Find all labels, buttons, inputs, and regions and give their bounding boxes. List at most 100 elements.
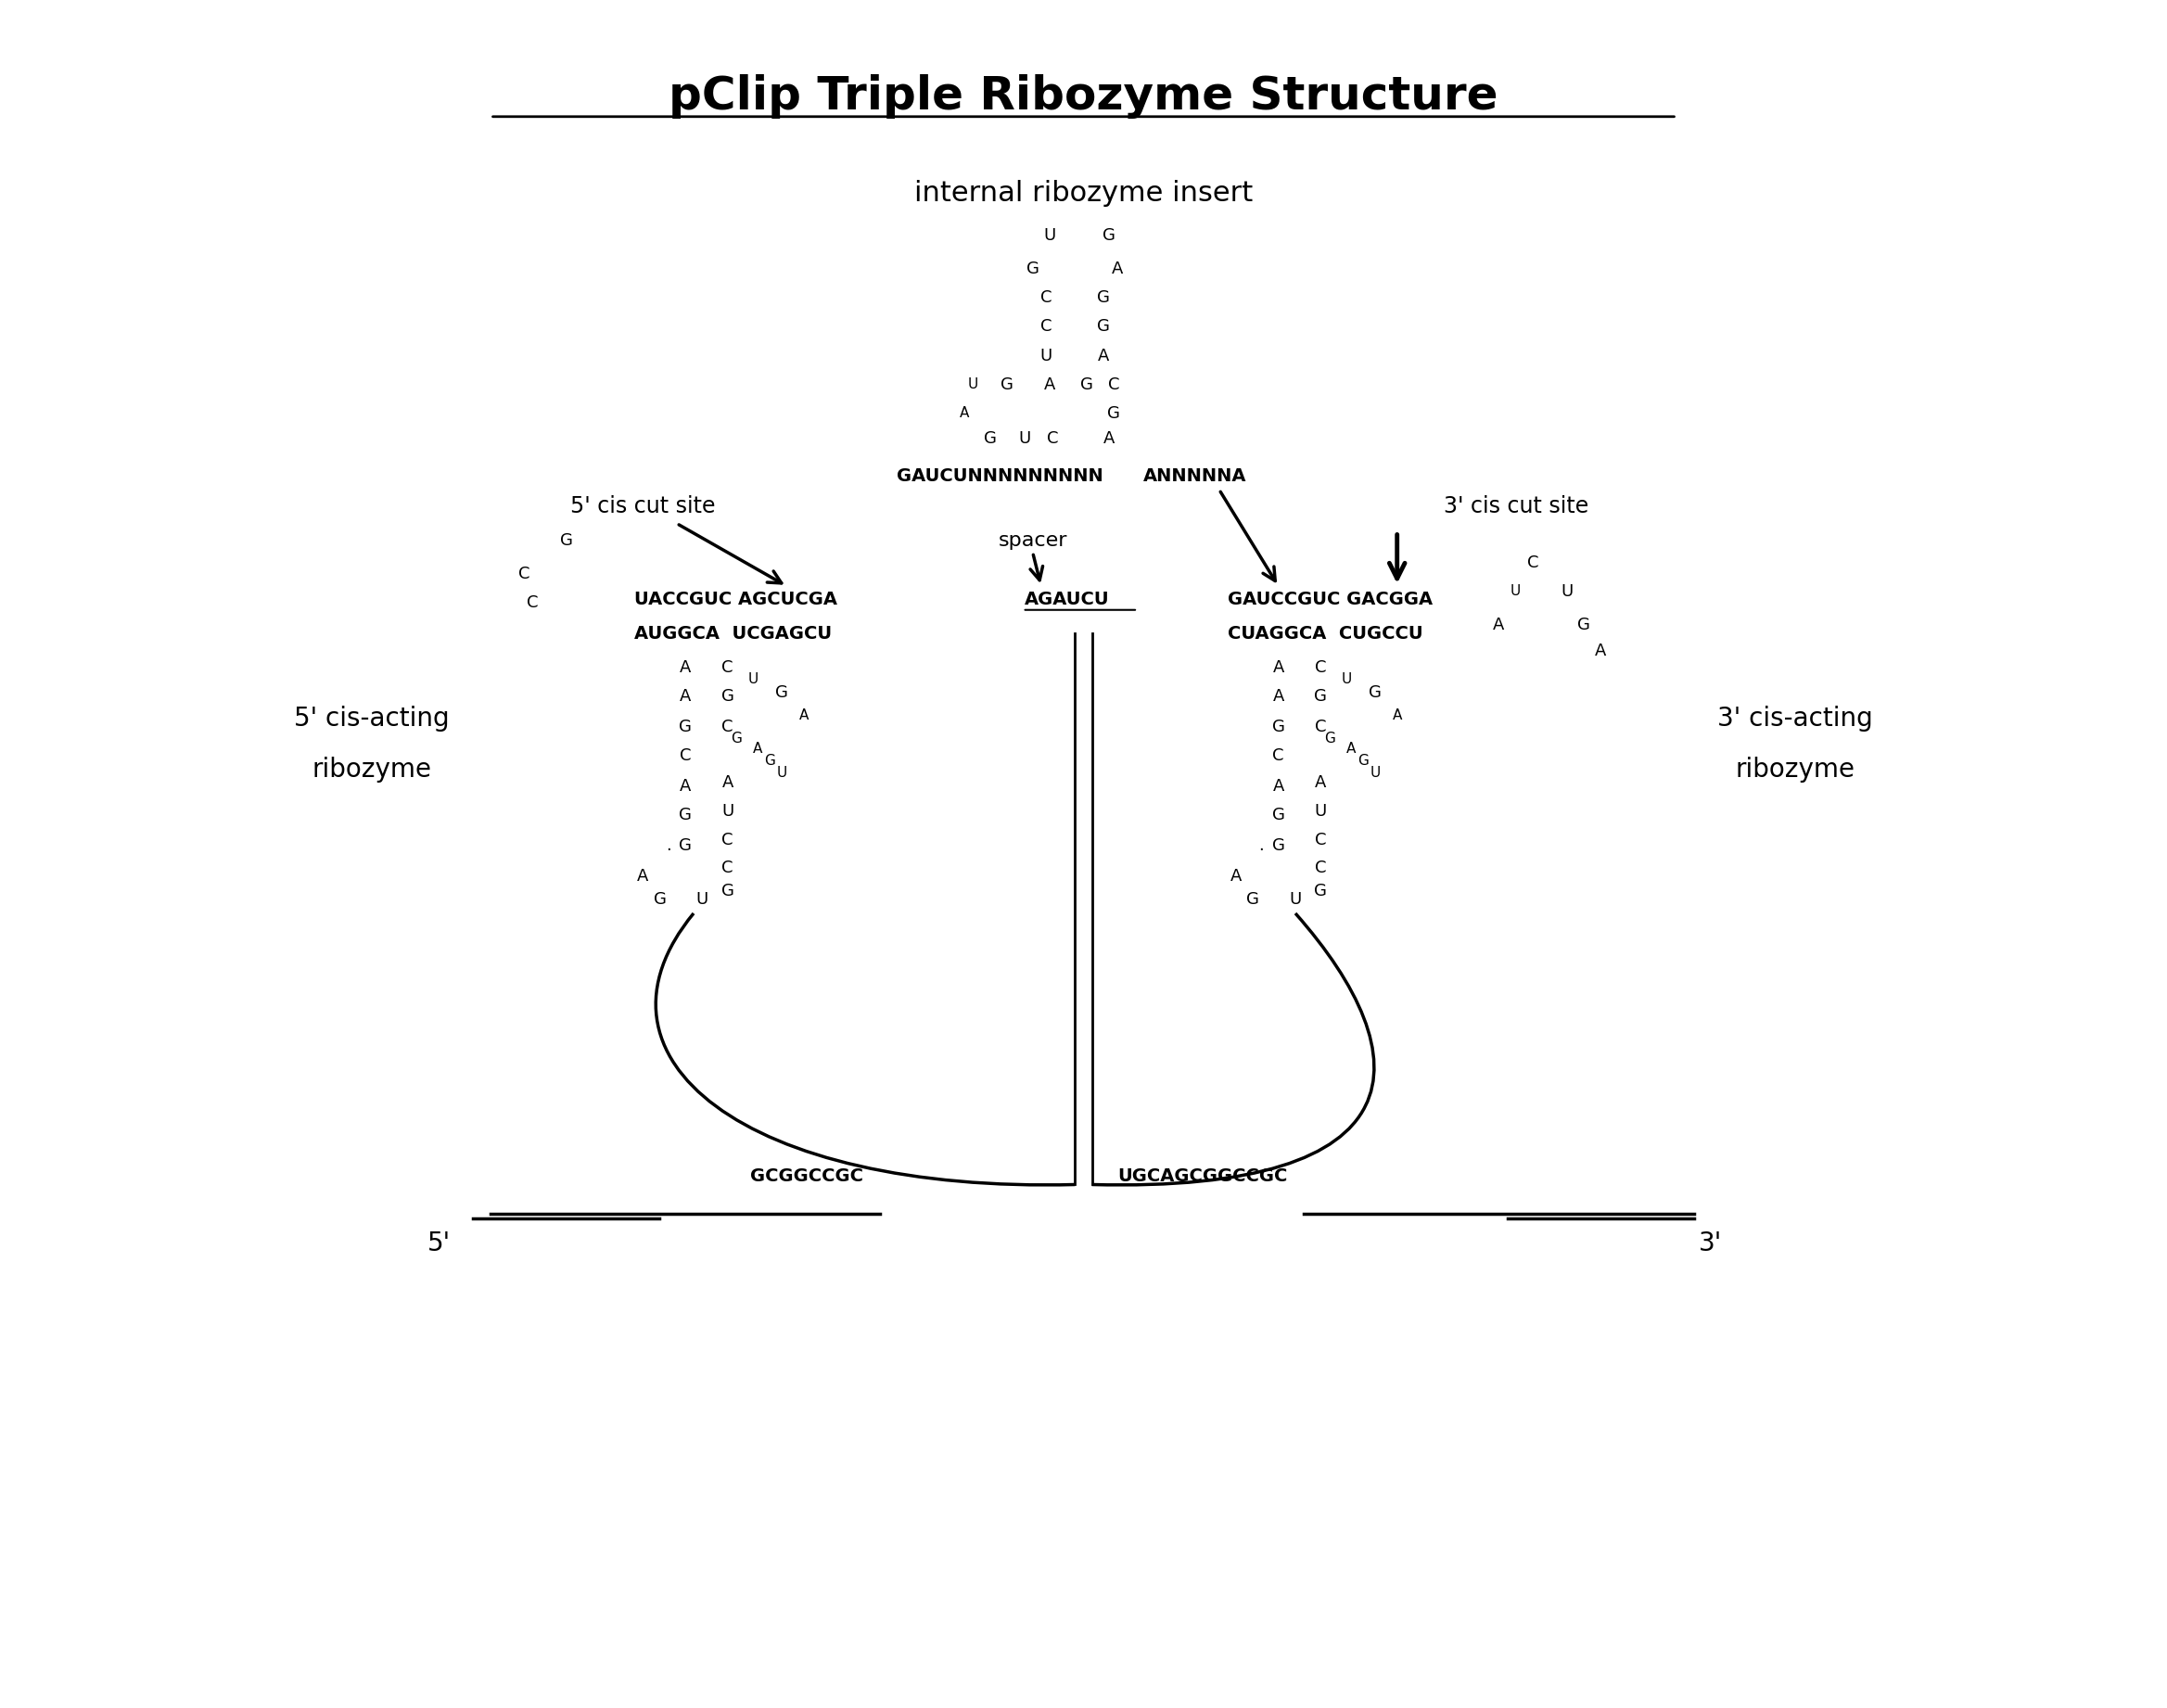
Text: GAUCUNNNNNNNNN: GAUCUNNNNNNNNN: [897, 468, 1103, 485]
Text: A: A: [722, 774, 732, 791]
Text: C: C: [722, 719, 732, 734]
Text: A: A: [1272, 777, 1285, 794]
Text: A: A: [1103, 430, 1114, 447]
Text: U: U: [1289, 892, 1302, 909]
Text: U: U: [1370, 765, 1380, 779]
Text: U: U: [1044, 227, 1055, 244]
Text: spacer: spacer: [999, 531, 1066, 550]
Text: A: A: [1231, 868, 1242, 885]
Text: GAUCCGUC GACGGA: GAUCCGUC GACGGA: [1227, 591, 1432, 608]
Text: A: A: [637, 868, 648, 885]
Text: C: C: [1040, 318, 1051, 335]
Text: C: C: [722, 859, 732, 876]
Text: G: G: [1246, 892, 1259, 909]
Text: C: C: [1272, 748, 1285, 763]
Text: C: C: [1315, 719, 1326, 734]
Text: C: C: [527, 594, 537, 611]
Text: .: .: [665, 837, 672, 854]
Text: AGAUCU: AGAUCU: [1025, 591, 1110, 608]
Text: G: G: [1272, 806, 1285, 823]
Text: GCGGCCGC: GCGGCCGC: [750, 1167, 862, 1185]
Text: ANNNNNA: ANNNNNA: [1142, 468, 1246, 485]
Text: internal ribozyme insert: internal ribozyme insert: [914, 179, 1253, 207]
Text: A: A: [680, 688, 691, 705]
Text: G: G: [1001, 376, 1014, 393]
Text: 3': 3': [1699, 1231, 1723, 1257]
Text: C: C: [722, 832, 732, 849]
Text: C: C: [1040, 290, 1051, 306]
Text: U: U: [776, 765, 787, 779]
Text: G: G: [1315, 688, 1326, 705]
Text: A: A: [1493, 617, 1504, 634]
Text: A: A: [800, 709, 808, 722]
Text: G: G: [1315, 883, 1326, 900]
Text: U: U: [969, 377, 979, 391]
Text: A: A: [680, 659, 691, 676]
Text: C: C: [678, 748, 691, 763]
Text: G: G: [652, 892, 665, 909]
Text: C: C: [1047, 430, 1060, 447]
Text: U: U: [1315, 803, 1326, 820]
Text: .: .: [1259, 837, 1263, 854]
Text: C: C: [518, 565, 531, 582]
Text: U: U: [696, 892, 709, 909]
Text: C: C: [1315, 659, 1326, 676]
Text: UGCAGCGGCCGC: UGCAGCGGCCGC: [1118, 1167, 1287, 1185]
Text: U: U: [1560, 582, 1573, 600]
Text: 3' cis cut site: 3' cis cut site: [1443, 495, 1588, 518]
Text: G: G: [1324, 731, 1335, 746]
Text: 3' cis-acting: 3' cis-acting: [1718, 705, 1872, 731]
Text: A: A: [1272, 659, 1285, 676]
Text: A: A: [1346, 741, 1357, 757]
Text: A: A: [1099, 347, 1110, 364]
Text: U: U: [722, 803, 735, 820]
Text: A: A: [1315, 774, 1326, 791]
Text: C: C: [722, 659, 732, 676]
Text: U: U: [1040, 347, 1053, 364]
Text: A: A: [680, 777, 691, 794]
Text: C: C: [1528, 553, 1539, 570]
Text: G: G: [1097, 290, 1110, 306]
Text: U: U: [1341, 673, 1352, 687]
Text: G: G: [678, 806, 691, 823]
Text: pClip Triple Ribozyme Structure: pClip Triple Ribozyme Structure: [670, 73, 1497, 120]
Text: U: U: [1018, 430, 1029, 447]
Text: G: G: [722, 883, 735, 900]
Text: G: G: [730, 731, 741, 746]
Text: G: G: [1272, 719, 1285, 734]
Text: G: G: [1107, 405, 1120, 422]
Text: A: A: [1112, 261, 1123, 277]
Text: G: G: [1097, 318, 1110, 335]
Text: A: A: [1272, 688, 1285, 705]
Text: G: G: [1578, 617, 1591, 634]
Text: G: G: [1272, 837, 1285, 854]
Text: A: A: [1595, 642, 1606, 659]
Text: C: C: [1315, 832, 1326, 849]
Text: G: G: [1359, 753, 1370, 767]
Text: G: G: [1027, 261, 1040, 277]
Text: AUGGCA  UCGAGCU: AUGGCA UCGAGCU: [635, 625, 832, 642]
Text: U: U: [1510, 584, 1521, 598]
Text: G: G: [776, 685, 789, 702]
Text: 5' cis-acting: 5' cis-acting: [295, 705, 449, 731]
Text: G: G: [678, 719, 691, 734]
Text: A: A: [1391, 709, 1402, 722]
Text: A: A: [754, 741, 763, 757]
Text: A: A: [1044, 376, 1055, 393]
Text: A: A: [960, 407, 969, 420]
Text: G: G: [678, 837, 691, 854]
Text: U: U: [748, 673, 758, 687]
Text: G: G: [984, 430, 997, 447]
Text: G: G: [1081, 376, 1094, 393]
Text: G: G: [559, 533, 572, 548]
Text: C: C: [1315, 859, 1326, 876]
Text: 5' cis cut site: 5' cis cut site: [570, 495, 715, 518]
Text: ribozyme: ribozyme: [312, 757, 431, 782]
Text: ribozyme: ribozyme: [1736, 757, 1855, 782]
Text: UACCGUC AGCUCGA: UACCGUC AGCUCGA: [635, 591, 836, 608]
Text: CUAGGCA  CUGCCU: CUAGGCA CUGCCU: [1227, 625, 1424, 642]
Text: G: G: [1103, 227, 1116, 244]
Text: G: G: [765, 753, 776, 767]
Text: C: C: [1107, 376, 1120, 393]
Text: G: G: [1370, 685, 1383, 702]
